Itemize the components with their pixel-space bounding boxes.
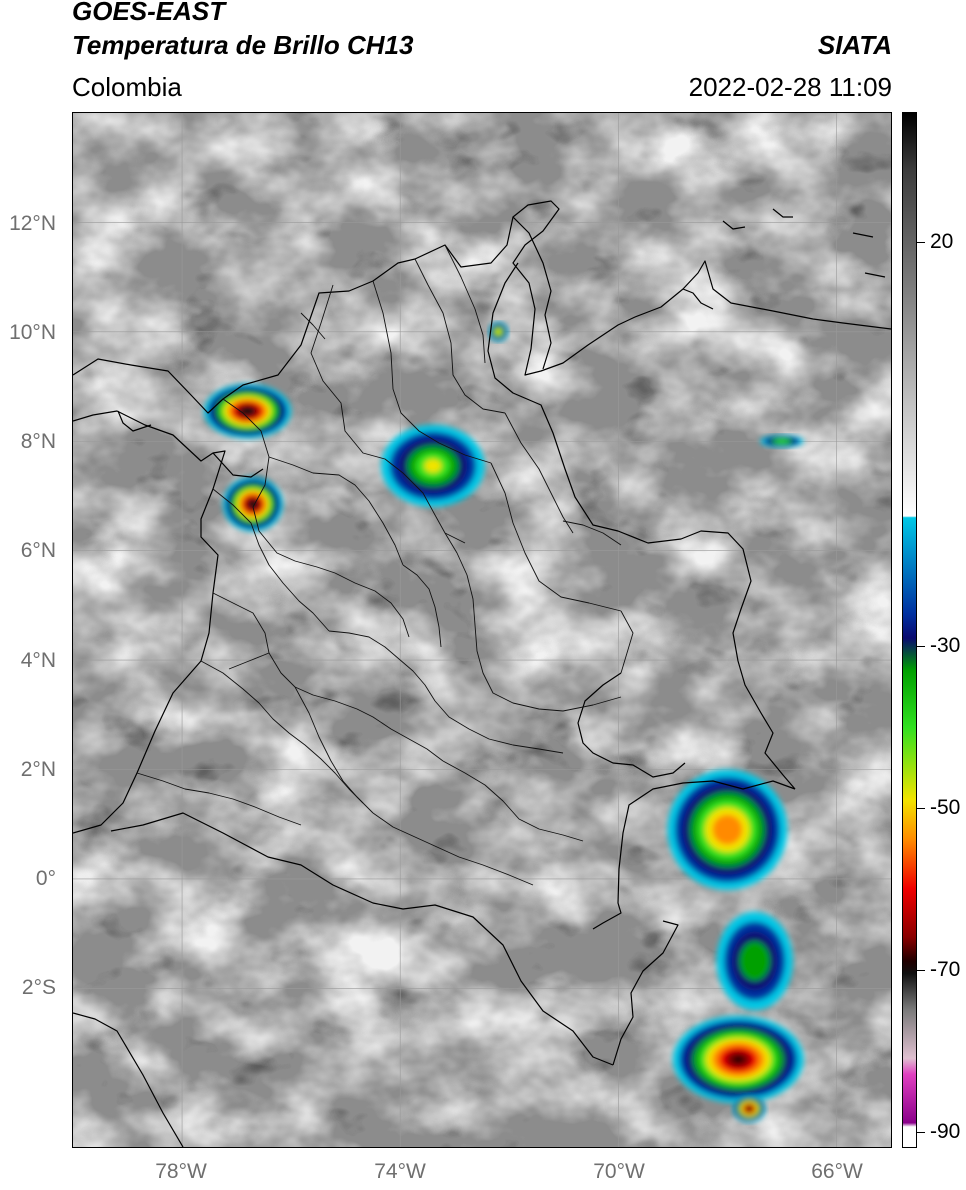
graticule bbox=[73, 113, 891, 1147]
departments-layer bbox=[136, 244, 634, 886]
border-peru-brazil bbox=[612, 920, 679, 1066]
storm-contour bbox=[747, 1106, 752, 1111]
border-venezuela bbox=[487, 262, 796, 790]
colorbar bbox=[902, 112, 917, 1148]
border-ecuador bbox=[110, 812, 614, 1066]
border-panama bbox=[212, 452, 264, 478]
lon-tick-label: 74°W bbox=[374, 1160, 426, 1183]
colorbar-tick bbox=[917, 646, 925, 648]
storm-contour bbox=[424, 459, 442, 473]
lon-tick-label: 66°W bbox=[811, 1160, 863, 1183]
lon-tick-label: 70°W bbox=[593, 1160, 645, 1183]
satellite-map[interactable] bbox=[72, 112, 892, 1148]
colorbar-tick-label: 20 bbox=[930, 229, 954, 253]
coast-panama-inner bbox=[117, 410, 152, 432]
title-line-1: GOES-EAST bbox=[72, 0, 226, 26]
colorbar-tick bbox=[917, 241, 925, 243]
storm-contour bbox=[747, 951, 763, 971]
storm-contour bbox=[731, 1055, 745, 1064]
brand-label: SIATA bbox=[817, 30, 892, 60]
lat-tick-label: 2°N bbox=[20, 758, 56, 781]
storm-cell bbox=[222, 476, 283, 532]
storm-cells-layer bbox=[203, 321, 804, 1123]
lat-tick-label: 12°N bbox=[9, 212, 56, 235]
coast-trinidad-region bbox=[682, 208, 886, 310]
colorbar-tick bbox=[917, 969, 925, 971]
storm-cell bbox=[716, 911, 793, 1011]
coastline-pacific bbox=[73, 410, 226, 834]
storm-cell bbox=[203, 383, 292, 439]
colorbar-tick-label: -30 bbox=[930, 634, 961, 658]
colorbar-tick-label: -50 bbox=[930, 796, 961, 820]
lat-tick-label: 2°S bbox=[21, 976, 56, 999]
colorbar-tick-label: -90 bbox=[930, 1119, 961, 1143]
coastline-caribbean bbox=[73, 200, 891, 414]
coast-ecuador bbox=[73, 1012, 184, 1147]
border-venezuela-south bbox=[577, 672, 686, 778]
storm-contour bbox=[778, 439, 786, 444]
storm-cell bbox=[381, 424, 485, 507]
title-line-2: Temperatura de Brillo CH13 bbox=[72, 30, 414, 60]
border-brazil bbox=[592, 780, 796, 930]
storm-cell bbox=[488, 321, 509, 342]
storm-cell bbox=[732, 1095, 766, 1123]
colorbar-tick bbox=[917, 808, 925, 810]
lon-tick-label: 78°W bbox=[155, 1160, 207, 1183]
colorbar-tick bbox=[917, 1131, 925, 1133]
colorbar-tick-label: -70 bbox=[930, 957, 961, 981]
lat-tick-label: 8°N bbox=[20, 430, 56, 453]
border-guajira bbox=[512, 216, 552, 370]
borders-layer bbox=[73, 200, 891, 1147]
lat-tick-label: 6°N bbox=[20, 539, 56, 562]
lat-tick-label: 0° bbox=[35, 867, 56, 890]
map-canvas bbox=[73, 113, 891, 1147]
region-label: Colombia bbox=[72, 72, 182, 102]
storm-contour bbox=[496, 329, 501, 334]
storm-cell bbox=[667, 769, 788, 890]
storm-contour bbox=[243, 408, 252, 414]
storm-contour bbox=[719, 822, 735, 838]
storm-cell bbox=[672, 1015, 804, 1104]
lat-tick-label: 4°N bbox=[20, 649, 56, 672]
timestamp-label: 2022-02-28 11:09 bbox=[688, 72, 892, 102]
storm-cell bbox=[760, 434, 804, 448]
lat-tick-label: 10°N bbox=[9, 321, 56, 344]
